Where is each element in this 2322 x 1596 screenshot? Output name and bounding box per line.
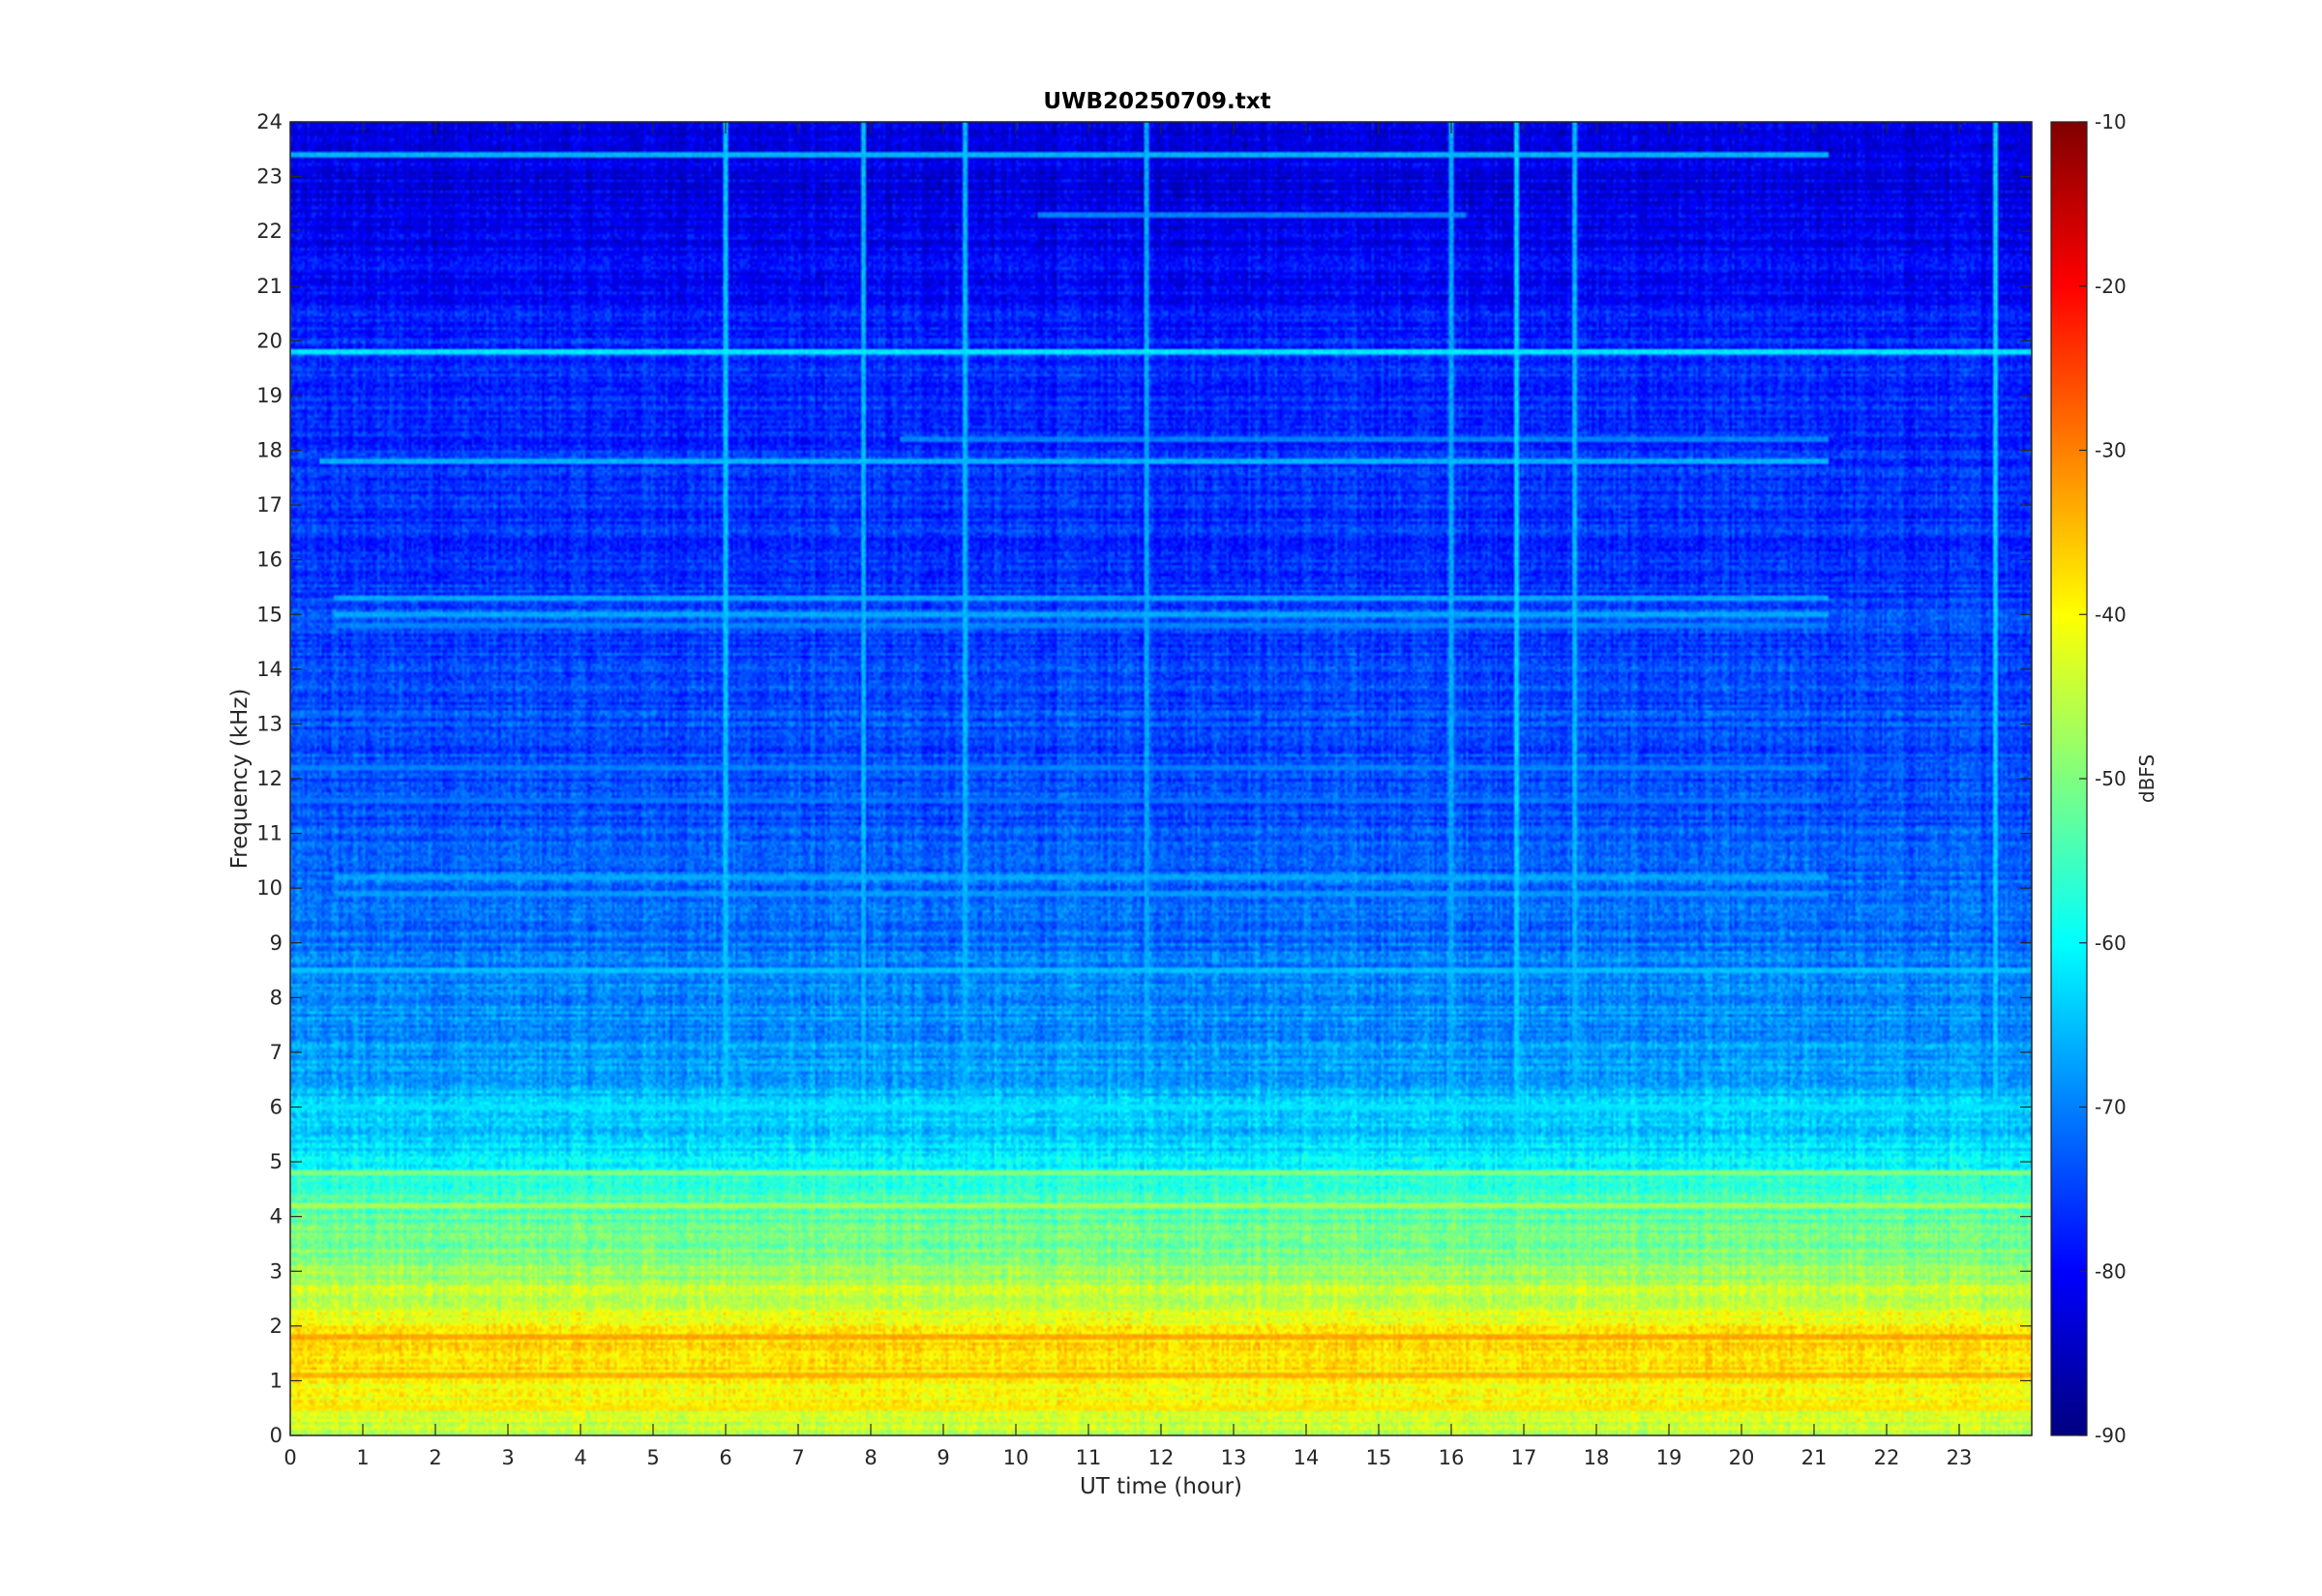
y-tick-label: 11	[256, 822, 283, 845]
x-tick-label: 9	[937, 1446, 949, 1469]
x-tick-label: 8	[864, 1446, 877, 1469]
y-tick-label: 0	[270, 1424, 283, 1447]
y-tick-label: 19	[256, 384, 283, 407]
x-tick-label: 18	[1584, 1446, 1610, 1469]
x-tick-label: 5	[646, 1446, 659, 1469]
y-tick-label: 2	[270, 1315, 283, 1338]
x-tick-label: 7	[791, 1446, 804, 1469]
y-tick-label: 21	[256, 275, 283, 298]
colorbar-label: dBFS	[2135, 754, 2158, 803]
y-tick-label: 24	[256, 110, 283, 133]
x-tick-label: 13	[1221, 1446, 1247, 1469]
x-tick-label: 3	[501, 1446, 514, 1469]
y-tick-label: 15	[256, 603, 283, 626]
x-tick-label: 10	[1003, 1446, 1029, 1469]
x-tick-label: 2	[429, 1446, 441, 1469]
x-tick-label: 6	[719, 1446, 731, 1469]
x-tick-label: 1	[356, 1446, 369, 1469]
y-tick-label: 18	[256, 439, 283, 462]
y-tick-label: 10	[256, 876, 283, 900]
x-tick-label: 0	[283, 1446, 296, 1469]
colorbar: -10 -20 -30 -40 -50 -60 -70 -80 -90 dBFS	[2050, 110, 2158, 1447]
x-tick-label: 17	[1511, 1446, 1537, 1469]
x-tick-label: 14	[1294, 1446, 1320, 1469]
x-tick-label: 19	[1656, 1446, 1682, 1469]
x-tick-label: 23	[1947, 1446, 1973, 1469]
y-tick-label: 17	[256, 493, 283, 517]
x-tick-label: 22	[1874, 1446, 1900, 1469]
y-tick-label: 22	[256, 220, 283, 243]
colorbar-tick-label: -50	[2095, 767, 2127, 790]
y-tick-label: 3	[270, 1259, 283, 1283]
y-tick-label: 12	[256, 767, 283, 790]
y-tick-label: 4	[270, 1205, 283, 1228]
y-tick-label: 23	[256, 165, 283, 189]
y-tick-label: 7	[270, 1041, 283, 1064]
x-tick-label: 4	[574, 1446, 586, 1469]
x-tick-label: 21	[1801, 1446, 1828, 1469]
x-tick-label: 12	[1148, 1446, 1175, 1469]
x-tick-label: 16	[1439, 1446, 1465, 1469]
x-axis: 0 1 2 3 4 5 6 7 8 9 10 11 12 13 14 15 16 17 18 19 20 21 22 23	[283, 122, 1972, 1469]
colorbar-tick-label: -20	[2095, 275, 2127, 298]
colorbar-tick-label: -10	[2095, 110, 2127, 133]
y-tick-label: 1	[270, 1369, 283, 1392]
chart-title: UWB20250709.txt	[1043, 89, 1270, 114]
plot-area	[289, 121, 2033, 1436]
y-tick-label: 14	[256, 658, 283, 681]
colorbar-tick-label: -30	[2095, 439, 2127, 462]
y-tick-label: 16	[256, 548, 283, 572]
y-axis-label: Frequency (kHz)	[227, 689, 253, 870]
colorbar-tick-label: -90	[2095, 1424, 2127, 1447]
y-tick-label: 8	[270, 986, 283, 1009]
x-axis-label: UT time (hour)	[1080, 1474, 1242, 1499]
colorbar-ticks: -10 -20 -30 -40 -50 -60 -70 -80 -90	[2079, 110, 2127, 1447]
x-tick-label: 15	[1366, 1446, 1392, 1469]
x-tick-label: 11	[1076, 1446, 1102, 1469]
colorbar-tick-label: -70	[2095, 1096, 2127, 1119]
spectrogram-heatmap	[290, 122, 2032, 1435]
colorbar-tick-label: -80	[2095, 1259, 2127, 1283]
y-tick-label: 9	[270, 931, 283, 955]
y-tick-label: 20	[256, 329, 283, 352]
colorbar-tick-label: -60	[2095, 931, 2127, 955]
y-tick-label: 5	[270, 1150, 283, 1173]
x-tick-label: 20	[1729, 1446, 1755, 1469]
y-tick-label: 13	[256, 712, 283, 735]
colorbar-tick-label: -40	[2095, 603, 2127, 626]
y-tick-label: 6	[270, 1096, 283, 1119]
